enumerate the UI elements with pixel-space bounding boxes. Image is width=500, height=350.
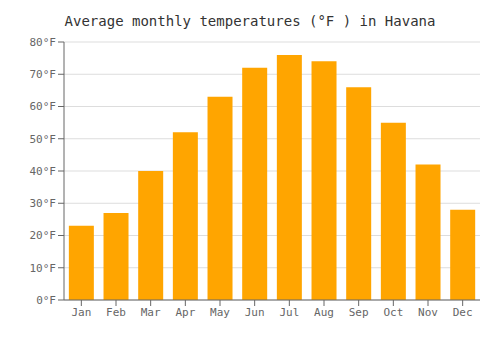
svg-text:Aug: Aug bbox=[314, 306, 334, 319]
html-text:Average monthly temperatures (: Average monthly temperatures (°F ) in Ha… bbox=[64, 13, 436, 29]
svg-text:80°F: 80°F bbox=[30, 36, 57, 49]
svg-text:Feb: Feb bbox=[106, 306, 126, 319]
svg-text:Dec: Dec bbox=[453, 306, 473, 319]
svg-text:20°F: 20°F bbox=[30, 229, 57, 242]
svg-text:Jun: Jun bbox=[245, 306, 265, 319]
svg-text:Jan: Jan bbox=[71, 306, 91, 319]
svg-text:May: May bbox=[210, 306, 230, 319]
svg-text:Sep: Sep bbox=[349, 306, 369, 319]
svg-text:Nov: Nov bbox=[418, 306, 438, 319]
svg-text:60°F: 60°F bbox=[30, 100, 57, 113]
svg-text:70°F: 70°F bbox=[30, 68, 57, 81]
svg-text:Apr: Apr bbox=[175, 306, 195, 319]
svg-text:40°F: 40°F bbox=[30, 165, 57, 178]
svg-text:50°F: 50°F bbox=[30, 133, 57, 146]
svg-text:Mar: Mar bbox=[141, 306, 161, 319]
svg-text:Oct: Oct bbox=[383, 306, 403, 319]
svg-text:Jul: Jul bbox=[279, 306, 299, 319]
svg-text:10°F: 10°F bbox=[30, 262, 57, 275]
svg-text:30°F: 30°F bbox=[30, 197, 57, 210]
svg-text:0°F: 0°F bbox=[36, 294, 56, 307]
